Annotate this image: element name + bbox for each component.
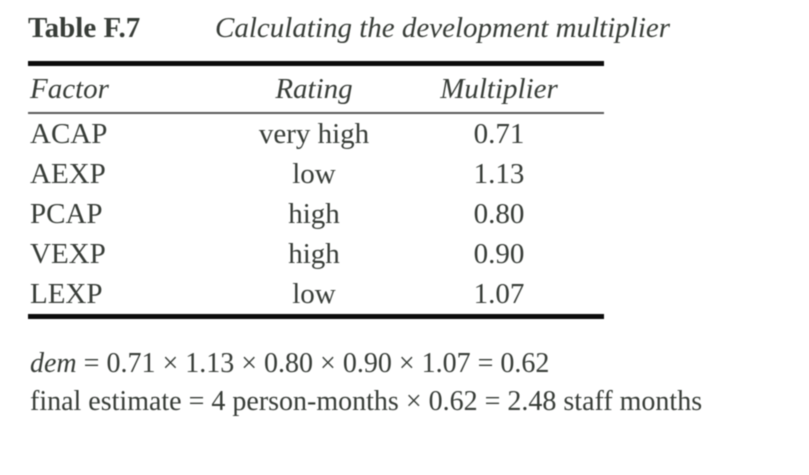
- multiplier-cell: 0.71: [473, 118, 525, 150]
- table-row: LEXP low 1.07: [28, 274, 604, 314]
- document-page: Table F.7 Calculating the development mul…: [0, 6, 809, 475]
- table-row: AEXP low 1.13: [28, 154, 604, 194]
- multiplier-cell: 1.13: [473, 158, 525, 190]
- factor-cell: LEXP: [30, 278, 103, 310]
- table-header-row: Factor Rating Multiplier: [28, 66, 604, 112]
- table-header-rule: [28, 112, 604, 114]
- table-row: VEXP high 0.90: [28, 234, 604, 274]
- table-row: ACAP very high 0.71: [28, 114, 604, 154]
- column-header-factor: Factor: [30, 73, 109, 105]
- column-header-multiplier: Multiplier: [440, 73, 558, 105]
- table-row: PCAP high 0.80: [28, 194, 604, 234]
- column-header-rating: Rating: [275, 73, 353, 105]
- factor-cell: PCAP: [30, 198, 103, 230]
- table-title-row: Table F.7 Calculating the development mul…: [28, 6, 809, 61]
- final-estimate-formula: final estimate = 4 person-months × 0.62 …: [30, 386, 703, 417]
- rating-cell: high: [288, 198, 340, 230]
- dem-expression: = 0.71 × 1.13 × 0.80 × 0.90 × 1.07 = 0.6…: [76, 348, 550, 379]
- table-label: Table F.7: [28, 12, 141, 44]
- table-caption: Calculating the development multiplier: [215, 12, 671, 44]
- multiplier-cell: 0.90: [473, 238, 525, 270]
- table-bottom-rule: [28, 314, 604, 319]
- multiplier-cell: 0.80: [473, 198, 525, 230]
- rating-cell: high: [288, 238, 340, 270]
- factor-cell: AEXP: [30, 158, 106, 190]
- table-body: ACAP very high 0.71 AEXP low 1.13 PCAP h…: [28, 114, 604, 314]
- formulas-section: dem = 0.71 × 1.13 × 0.80 × 0.90 × 1.07 =…: [30, 345, 809, 421]
- table-top-rule: [28, 61, 604, 66]
- rating-cell: low: [292, 158, 336, 190]
- multiplier-cell: 1.07: [473, 278, 525, 310]
- dem-variable: dem: [30, 348, 77, 379]
- factor-cell: ACAP: [30, 118, 108, 150]
- multiplier-table: Factor Rating Multiplier ACAP very high …: [28, 61, 604, 319]
- rating-cell: low: [292, 278, 336, 310]
- factor-cell: VEXP: [30, 238, 106, 270]
- dem-formula: dem = 0.71 × 1.13 × 0.80 × 0.90 × 1.07 =…: [30, 345, 809, 383]
- rating-cell: very high: [258, 118, 370, 150]
